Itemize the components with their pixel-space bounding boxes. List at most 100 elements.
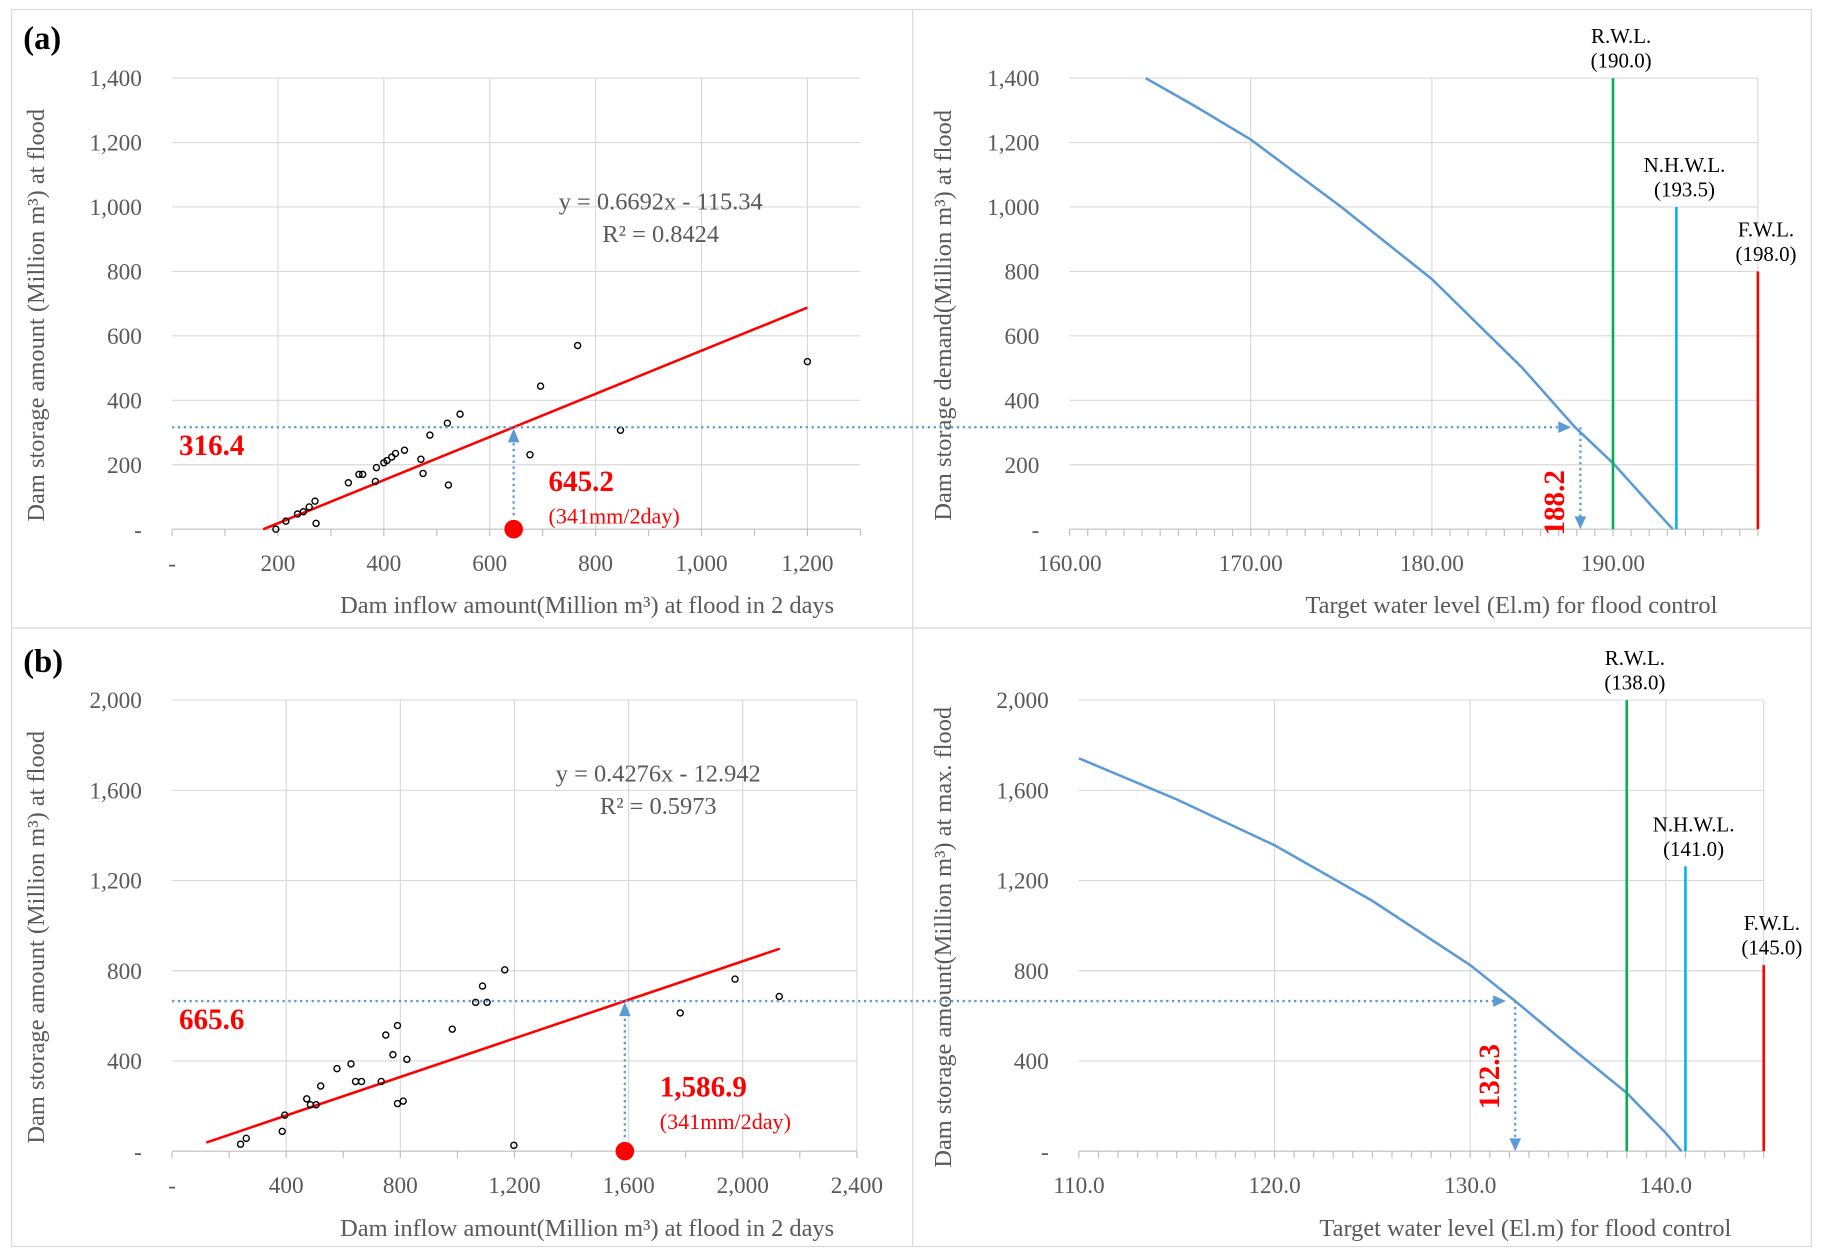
y-tick-label: 400: [1005, 388, 1040, 414]
data-point: [382, 1031, 390, 1039]
highlight-x-label: 188.2: [1539, 470, 1571, 535]
data-point: [483, 998, 491, 1007]
x-axis-title: Target water level (El.m) for flood cont…: [1305, 592, 1717, 619]
y-tick-label: 600: [107, 324, 142, 350]
y-axis-title: Dam storage amount (Million m³) at flood: [23, 109, 50, 522]
trendline: [262, 306, 808, 531]
chart-b-right: - 400 800 1,200 1,600 2,000 110.0 120.0 130.0 140…: [930, 646, 1802, 1242]
chart-a-right: - 200 400 600 800 1,000 1,200 1,400 160.00 170.00…: [930, 24, 1797, 619]
y-tick-label: 400: [1014, 1049, 1049, 1075]
y-tick-label: 2,000: [996, 688, 1048, 714]
y-tick-label: -: [134, 517, 142, 543]
data-point: [347, 1060, 355, 1068]
data-point: [526, 451, 534, 459]
y-axis-title: Dam storage demand(Million m³) at flood: [930, 110, 957, 521]
data-point: [278, 1127, 286, 1136]
y-tick-label: 1,000: [90, 195, 142, 221]
level-name: F.W.L.: [1744, 911, 1800, 935]
trendline-equation: y = 0.4276x - 12.942: [556, 760, 761, 787]
x-tick-label: 200: [261, 551, 296, 577]
data-point: [399, 1097, 407, 1105]
data-point: [305, 503, 313, 511]
x-axis-title: Target water level (El.m) for flood cont…: [1319, 1215, 1731, 1242]
data-point: [573, 341, 582, 350]
y-axis-title: Dam storage amount(Million m³) at max. f…: [930, 707, 957, 1168]
y-tick-label: 1,200: [996, 869, 1048, 895]
level-name: N.H.W.L.: [1644, 153, 1726, 177]
x-tick-label: 110.0: [1053, 1173, 1104, 1199]
data-point: [344, 479, 353, 487]
y-tick-label: 1,200: [90, 869, 142, 895]
data-point: [419, 469, 427, 478]
y-tick-label: 1,000: [987, 195, 1039, 221]
data-point: [393, 1021, 402, 1030]
data-point: [478, 982, 487, 990]
data-point: [311, 497, 319, 505]
x-tick-label: 2,400: [831, 1173, 883, 1199]
y-tick-label: 600: [1005, 324, 1040, 350]
data-point: [299, 508, 308, 516]
level-name: R.W.L.: [1605, 646, 1665, 670]
y-tick-label: -: [1032, 517, 1040, 543]
data-point: [536, 382, 545, 390]
y-tick-label: 1,200: [90, 131, 142, 157]
y-tick-label: 400: [107, 388, 142, 414]
x-tick-label: 800: [383, 1173, 418, 1199]
data-point: [312, 519, 320, 528]
highlight-y-label: 665.6: [179, 1004, 244, 1036]
data-point: [236, 1140, 245, 1148]
level-value: (190.0): [1591, 49, 1652, 73]
level-name: F.W.L.: [1738, 218, 1794, 242]
guide-arrowhead: [619, 1002, 631, 1017]
data-point: [357, 1077, 366, 1086]
y-tick-label: 1,400: [987, 66, 1039, 92]
level-value: (141.0): [1663, 837, 1724, 861]
x-tick-label: 1,600: [602, 1173, 654, 1199]
y-tick-label: 800: [1005, 260, 1040, 286]
level-value: (138.0): [1604, 671, 1665, 695]
data-point: [391, 449, 400, 458]
x-tick-label: 190.00: [1581, 551, 1645, 577]
x-tick-label: 160.00: [1038, 551, 1102, 577]
storage-curve: [1145, 76, 1674, 531]
data-point: [388, 453, 396, 461]
data-point: [312, 1100, 320, 1109]
data-point: [358, 470, 367, 479]
x-tick-label: 1,000: [675, 551, 727, 577]
guide-arrowhead: [507, 428, 520, 443]
y-tick-label: 1,600: [996, 778, 1048, 804]
data-point: [731, 975, 739, 983]
panel-label-b: (b): [23, 644, 63, 680]
x-tick-label: 1,200: [781, 551, 833, 577]
storage-curve: [1078, 757, 1683, 1153]
data-point: [456, 410, 464, 418]
highlight-x-sublabel: (341mm/2day): [660, 1109, 791, 1134]
data-point: [775, 992, 783, 1001]
data-point: [471, 998, 480, 1007]
level-name: N.H.W.L.: [1653, 812, 1735, 836]
data-point: [803, 357, 812, 366]
x-tick-label: 800: [578, 551, 613, 577]
level-value: (193.5): [1654, 177, 1715, 201]
y-tick-label: 800: [1014, 959, 1049, 985]
data-point: [282, 517, 290, 525]
x-tick-label: 1,200: [488, 1173, 540, 1199]
x-tick-label: 180.00: [1400, 551, 1464, 577]
level-value: (145.0): [1741, 936, 1802, 960]
data-point: [303, 1095, 311, 1103]
y-tick-label: 1,200: [987, 131, 1039, 157]
x-axis-title: Dam inflow amount(Million m³) at flood i…: [340, 1215, 834, 1242]
data-point: [383, 456, 391, 465]
highlight-marker: [504, 519, 523, 539]
guide-arrowhead: [1574, 516, 1587, 530]
y-axis-title: Dam storage amount (Million m³) at flood: [23, 731, 50, 1144]
y-tick-label: 1,400: [90, 66, 142, 92]
x-tick-label: 170.00: [1219, 551, 1283, 577]
highlight-x-label: 645.2: [549, 466, 614, 498]
highlight-y-label: 316.4: [179, 430, 244, 462]
data-point: [389, 1050, 397, 1059]
guide-arrowhead: [1509, 1138, 1522, 1152]
panel-b-frame: [11, 627, 1812, 1248]
guide-arrowhead: [1558, 421, 1572, 434]
data-point: [426, 431, 434, 439]
